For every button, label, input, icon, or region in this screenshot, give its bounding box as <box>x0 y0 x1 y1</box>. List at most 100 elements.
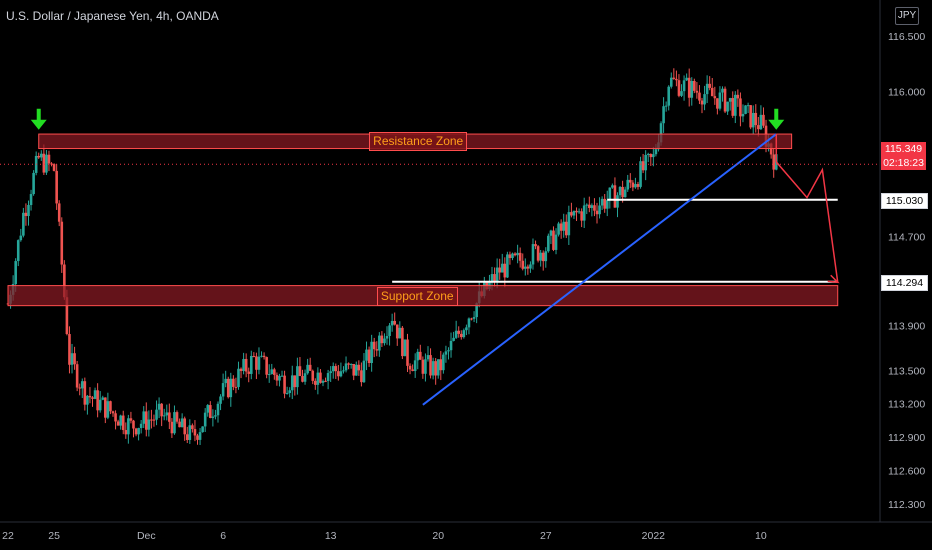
candle-body <box>708 83 711 88</box>
candle-body <box>88 395 92 398</box>
candle-body <box>419 351 422 360</box>
candle-body <box>60 221 64 265</box>
candle-body <box>757 125 760 130</box>
candle-body <box>739 98 742 117</box>
candle-body <box>303 373 307 382</box>
candle-body <box>32 172 35 195</box>
candle-body <box>132 420 135 429</box>
candle-body <box>664 105 668 107</box>
candle-body <box>582 205 586 221</box>
candle-body <box>196 435 199 440</box>
candle-body <box>109 401 112 412</box>
level-price-tag-lower: 114.294 <box>881 274 928 291</box>
candle-body <box>552 230 555 250</box>
candle-body <box>296 366 299 388</box>
candle-body <box>260 355 263 357</box>
candle-body <box>416 351 420 361</box>
candle-body <box>667 86 671 106</box>
candle-body <box>447 350 450 352</box>
candle-body <box>401 327 404 357</box>
trendline <box>422 133 777 406</box>
price-tick-label: 112.300 <box>888 499 925 511</box>
candle-body <box>214 415 217 417</box>
candle-body <box>14 261 17 285</box>
candle-body <box>70 353 74 365</box>
candle-body <box>22 212 25 236</box>
candle-body <box>616 195 619 208</box>
candle-body <box>47 154 51 164</box>
candle-body <box>344 363 348 371</box>
candle-body <box>600 198 604 206</box>
candle-body <box>160 403 163 417</box>
candle-body <box>121 415 125 431</box>
candle-body <box>459 333 463 338</box>
candle-body <box>680 91 683 96</box>
candle-body <box>124 430 128 435</box>
candle-body <box>137 428 140 435</box>
candle-body <box>165 412 169 416</box>
candle-body <box>319 372 322 383</box>
candle-body <box>104 397 107 418</box>
candle-body <box>634 184 637 188</box>
price-tick-label: 116.000 <box>888 87 925 99</box>
price-axis[interactable]: 116.500116.000115.500114.700113.900113.5… <box>879 0 925 522</box>
candle-body <box>372 341 376 350</box>
candle-body <box>646 153 650 155</box>
candle-body <box>45 154 48 173</box>
candle-body <box>385 336 389 339</box>
candle-body <box>557 223 560 235</box>
symbol-title: U.S. Dollar / Japanese Yen, 4h, OANDA <box>6 9 219 23</box>
candle-body <box>226 378 230 398</box>
currency-button[interactable]: JPY <box>895 7 919 25</box>
candle-body <box>73 353 76 365</box>
candle-body <box>188 425 192 440</box>
candle-body <box>114 413 117 422</box>
candle-body <box>86 395 89 405</box>
candle-body <box>150 419 153 421</box>
candle-body <box>219 396 222 404</box>
candle-body <box>467 318 471 328</box>
zones-layer <box>7 133 839 307</box>
time-tick-label: Dec <box>137 530 156 542</box>
candle-body <box>475 303 478 318</box>
candle-body <box>57 203 61 222</box>
candle-body <box>521 260 525 269</box>
candle-body <box>618 186 622 196</box>
candle-body <box>759 114 763 130</box>
candle-body <box>580 211 583 221</box>
candle-body <box>68 334 71 365</box>
candle-body <box>247 371 251 374</box>
candle-body <box>63 264 66 298</box>
candle-body <box>175 412 179 422</box>
candle-body <box>608 187 612 201</box>
candle-body <box>772 154 776 170</box>
candle-body <box>644 154 647 171</box>
candle-body <box>639 161 642 187</box>
candle-body <box>498 267 501 273</box>
candles-layer <box>6 68 778 446</box>
candle-body <box>641 161 645 171</box>
candle-body <box>42 153 46 173</box>
candle-body <box>37 155 41 158</box>
candle-body <box>273 369 276 375</box>
time-axis[interactable]: 22 25 Dec 6 13 20 27 2022 10 <box>0 521 932 542</box>
candle-body <box>572 210 576 216</box>
candle-body <box>270 369 274 375</box>
candle-body <box>677 80 681 96</box>
candle-body <box>541 252 545 262</box>
candle-body <box>55 170 58 204</box>
candle-body <box>255 356 258 370</box>
candle-body <box>168 412 171 422</box>
candle-body <box>465 327 468 331</box>
candle-body <box>262 355 266 358</box>
candle-body <box>347 363 350 365</box>
candle-body <box>65 297 69 335</box>
candle-body <box>536 246 540 261</box>
candle-body <box>682 80 686 92</box>
candle-body <box>470 318 473 320</box>
candle-body <box>237 368 240 387</box>
candle-body <box>144 411 148 430</box>
price-tick-label: 113.500 <box>888 365 925 377</box>
candle-body <box>524 266 527 269</box>
